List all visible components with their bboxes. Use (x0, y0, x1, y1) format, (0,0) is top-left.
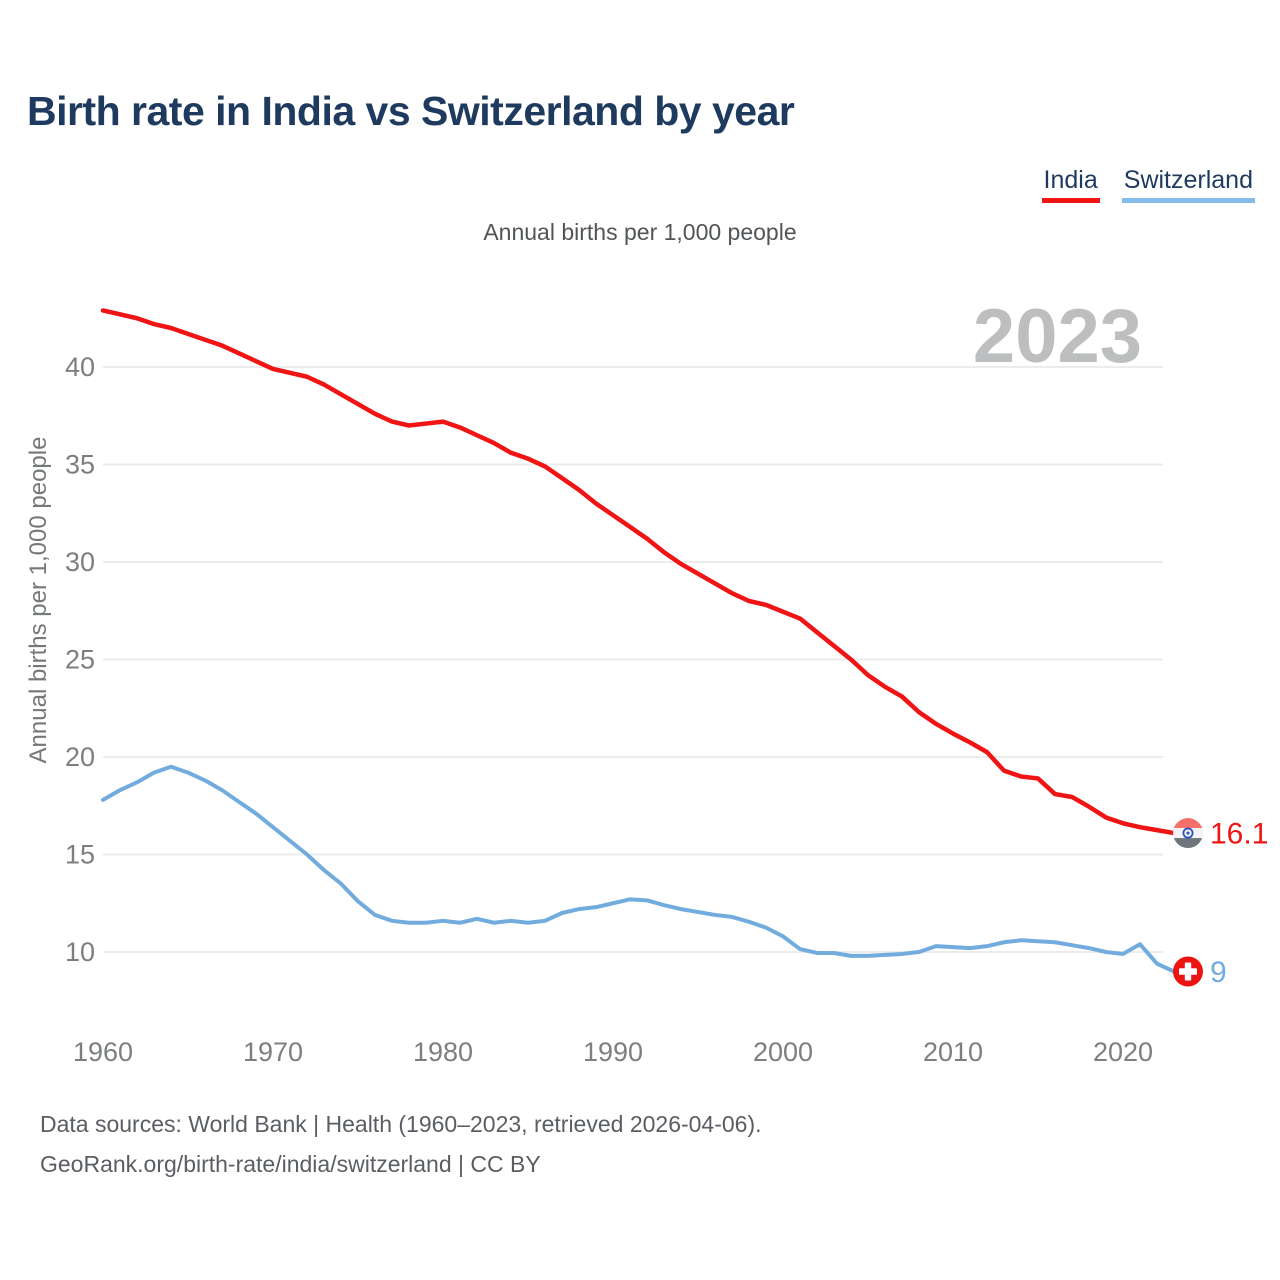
footer-attribution: GeoRank.org/birth-rate/india/switzerland… (40, 1151, 541, 1177)
series-lines (100, 308, 1177, 974)
legend-swatch-india (1041, 198, 1100, 203)
x-tick-label: 1990 (583, 1037, 643, 1067)
page-title: Birth rate in India vs Switzerland by ye… (27, 88, 795, 134)
y-tick-label: 40 (65, 352, 95, 382)
india-end-value: 16.1 (1210, 818, 1268, 851)
y-tick-label: 20 (65, 742, 95, 772)
x-tick-label: 1970 (243, 1037, 303, 1067)
end-markers: 16.19 (1173, 818, 1268, 989)
y-tick-label: 35 (65, 450, 95, 480)
x-tick-label: 1960 (73, 1037, 133, 1067)
legend-swatch-switzerland (1121, 198, 1255, 203)
india-flag-icon (1173, 818, 1203, 849)
legend-label-switzerland: Switzerland (1123, 166, 1253, 194)
watermark-year: 2023 (973, 294, 1142, 379)
switzerland-line (101, 764, 1176, 974)
footer: Data sources: World Bank | Health (1960–… (40, 1104, 762, 1184)
legend-label-india: India (1043, 166, 1098, 194)
x-tick-label: 2000 (753, 1037, 813, 1067)
legend: India Switzerland (1041, 166, 1255, 203)
y-axis-ticks: 10 15 20 25 30 35 40 (65, 352, 95, 967)
y-tick-label: 15 (65, 840, 95, 870)
y-tick-label: 10 (65, 937, 95, 967)
chart-subtitle: Annual births per 1,000 people (483, 219, 797, 245)
footer-sources: Data sources: World Bank | Health (1960–… (40, 1111, 762, 1137)
x-tick-label: 2010 (923, 1037, 983, 1067)
india-line (100, 308, 1177, 836)
legend-item-switzerland[interactable]: Switzerland (1121, 166, 1255, 203)
y-tick-label: 30 (65, 547, 95, 577)
x-tick-label: 2020 (1093, 1037, 1153, 1067)
x-tick-label: 1980 (413, 1037, 473, 1067)
x-axis-ticks: 1960 1970 1980 1990 2000 2010 2020 (73, 1037, 1153, 1067)
legend-item-india[interactable]: India (1041, 166, 1100, 203)
y-axis-title: Annual births per 1,000 people (25, 437, 52, 764)
switzerland-end-value: 9 (1210, 956, 1227, 989)
gridlines (103, 366, 1163, 953)
switzerland-flag-icon (1173, 956, 1203, 987)
y-tick-label: 25 (65, 645, 95, 675)
